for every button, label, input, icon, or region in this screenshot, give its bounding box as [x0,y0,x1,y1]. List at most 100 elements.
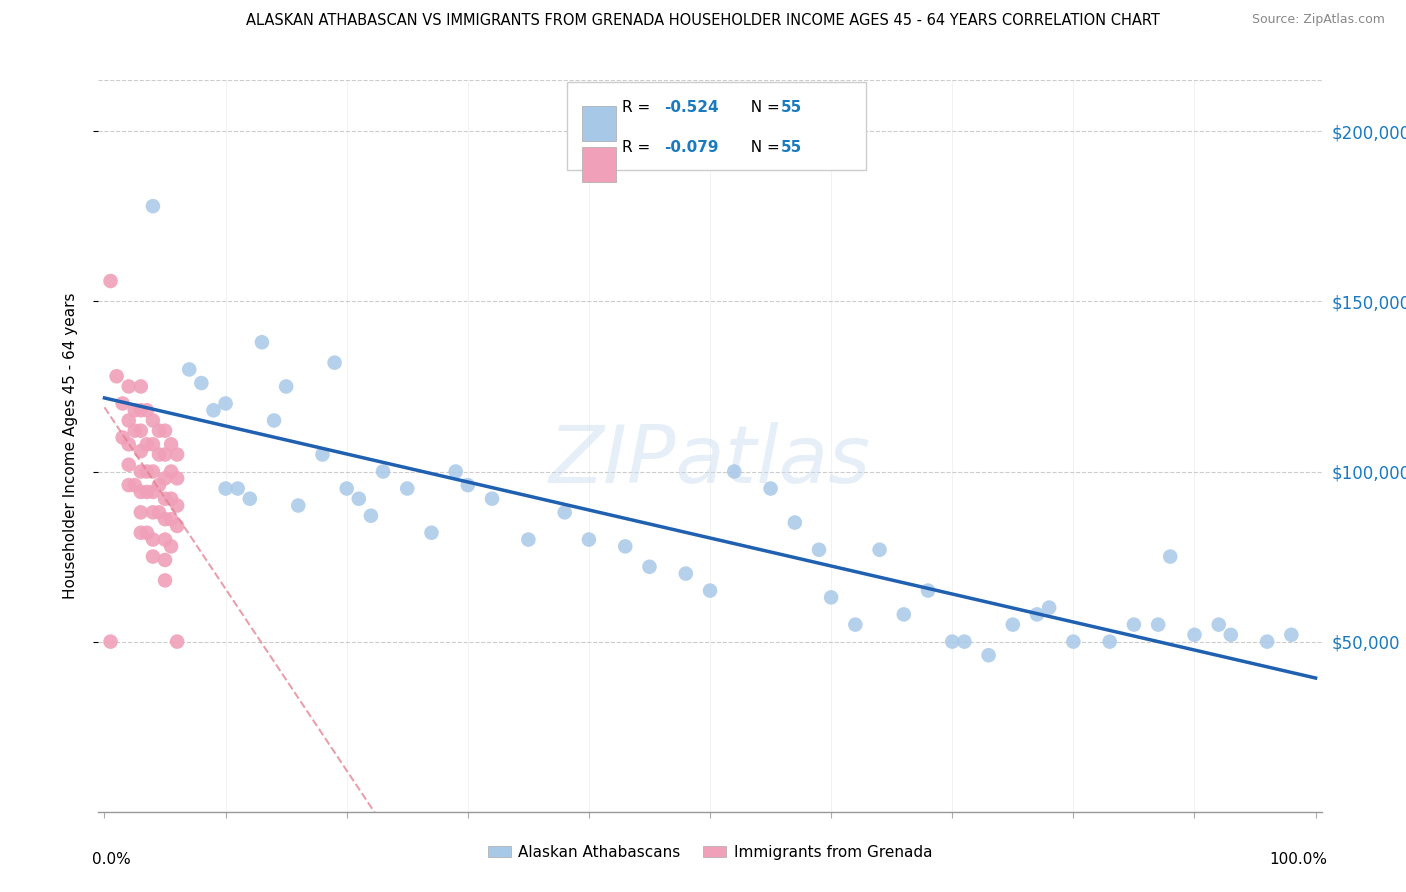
Point [347,491,370,506]
Point [820,591,842,605]
Point [129,505,152,519]
Point [917,583,939,598]
Point [118,379,141,393]
Point [311,448,333,462]
Point [166,471,188,485]
Text: N =: N = [741,139,785,154]
Text: -0.079: -0.079 [664,139,718,154]
Text: 0.0%: 0.0% [93,852,131,867]
Text: ALASKAN ATHABASCAN VS IMMIGRANTS FROM GRENADA HOUSEHOLDER INCOME AGES 45 - 64 YE: ALASKAN ATHABASCAN VS IMMIGRANTS FROM GR… [246,13,1160,29]
Point [1184,628,1206,642]
Point [1026,607,1049,622]
Point [481,491,503,506]
Text: 55: 55 [780,100,801,115]
Point [153,424,176,438]
Point [142,549,165,564]
Point [214,482,236,496]
Point [148,478,170,492]
Point [129,465,152,479]
Point [129,525,152,540]
Text: Source: ZipAtlas.com: Source: ZipAtlas.com [1251,13,1385,27]
Point [124,478,146,492]
Point [953,634,976,648]
Text: R =: R = [621,139,655,154]
Point [148,505,170,519]
Point [118,478,141,492]
Point [142,505,165,519]
Point [153,512,176,526]
Point [166,448,188,462]
Point [287,499,309,513]
Point [977,648,1000,663]
Point [276,379,298,393]
Point [166,519,188,533]
Point [135,484,157,499]
Point [135,525,157,540]
Text: -0.524: -0.524 [664,100,718,115]
Point [148,424,170,438]
Point [124,424,146,438]
Point [554,505,576,519]
Point [129,403,152,417]
Point [124,403,146,417]
Point [893,607,915,622]
Point [153,471,176,485]
Point [129,444,152,458]
Point [1279,628,1302,642]
Point [1001,617,1024,632]
Point [135,403,157,417]
Point [1219,628,1241,642]
Point [153,553,176,567]
Point [111,396,134,410]
Text: ZIPatlas: ZIPatlas [548,422,872,500]
Point [371,465,394,479]
Text: N =: N = [741,100,785,115]
Point [179,362,201,376]
Point [160,491,183,506]
Point [323,356,346,370]
Point [142,465,165,479]
Point [941,634,963,648]
Point [675,566,697,581]
Point [105,369,128,384]
Point [129,424,152,438]
Point [160,437,183,451]
Point [1062,634,1084,648]
Point [1159,549,1181,564]
Point [135,437,157,451]
Point [614,540,637,554]
Point [142,533,165,547]
Point [759,482,782,496]
Point [808,542,831,557]
Point [420,525,443,540]
Point [1208,617,1230,632]
Point [142,413,165,427]
Point [142,484,165,499]
Legend: Alaskan Athabascans, Immigrants from Grenada: Alaskan Athabascans, Immigrants from Gre… [481,839,939,866]
Point [1256,634,1278,648]
Point [100,274,122,288]
Point [153,448,176,462]
Point [129,379,152,393]
Point [160,465,183,479]
Point [148,448,170,462]
Point [226,482,249,496]
Point [160,540,183,554]
Point [336,482,359,496]
Point [202,403,225,417]
Point [118,458,141,472]
Point [160,512,183,526]
Point [396,482,419,496]
Point [1122,617,1144,632]
Point [1098,634,1121,648]
Point [869,542,891,557]
Point [517,533,540,547]
Point [100,634,122,648]
Point [457,478,479,492]
Point [239,491,262,506]
Point [360,508,382,523]
Point [153,533,176,547]
Point [1038,600,1060,615]
Text: R =: R = [621,100,655,115]
Point [135,465,157,479]
